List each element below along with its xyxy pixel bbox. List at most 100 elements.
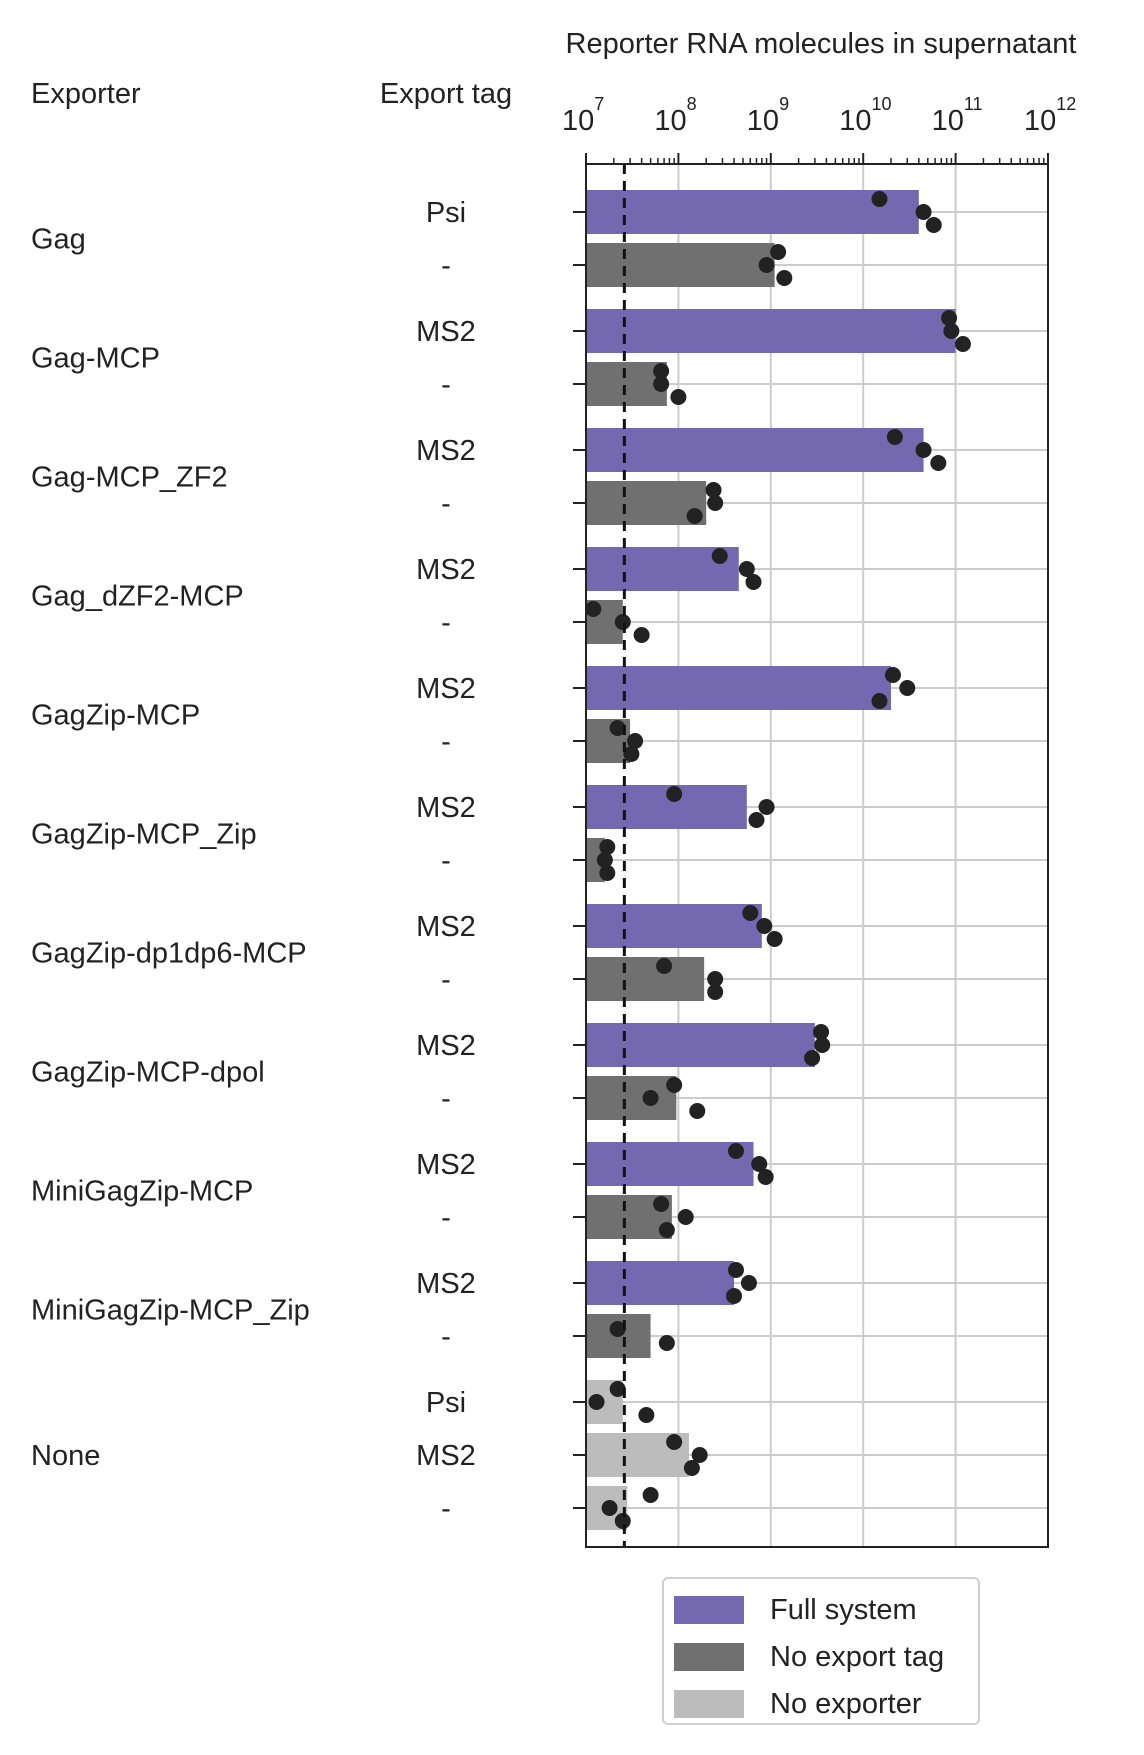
data-point	[727, 1143, 744, 1159]
exporter-label: None	[31, 1440, 100, 1472]
tag-label: -	[441, 369, 451, 401]
data-point	[758, 799, 775, 815]
data-point	[930, 455, 947, 471]
bar-gagzip-mcp-dpol-none	[586, 1076, 677, 1120]
data-point	[766, 931, 783, 947]
data-point	[609, 1381, 626, 1397]
data-point	[742, 905, 759, 921]
x-tick-label: 1012	[1024, 94, 1076, 137]
data-point	[653, 363, 670, 379]
chart-title: Reporter RNA molecules in supernatant	[566, 28, 1077, 60]
data-point	[770, 244, 787, 260]
data-point	[596, 852, 613, 868]
tag-label: -	[441, 1493, 451, 1525]
legend-item-noexp: No exporter	[674, 1684, 922, 1724]
exporter-label: Gag	[31, 224, 86, 256]
tag-column-header: Export tag	[380, 78, 512, 110]
data-point	[658, 1222, 675, 1238]
data-point	[756, 918, 773, 934]
exporter-label: MiniGagZip-MCP_Zip	[31, 1295, 310, 1327]
data-point	[627, 733, 644, 749]
exporter-label: Gag-MCP_ZF2	[31, 462, 228, 494]
data-point	[925, 217, 942, 233]
data-point	[941, 310, 958, 326]
tag-label: -	[441, 726, 451, 758]
x-tick-label: 109	[747, 94, 789, 137]
bar-minigagzip-mcp-ms2	[586, 1142, 754, 1186]
data-point	[691, 1447, 708, 1463]
data-point	[656, 958, 673, 974]
data-point	[599, 839, 616, 855]
exporter-label: GagZip-MCP-dpol	[31, 1057, 265, 1089]
bar-gagzip-dp1dp6-mcp-none	[586, 957, 705, 1001]
bar-gagzip-mcp-dpol-ms2	[586, 1023, 815, 1067]
exporter-label: GagZip-MCP_Zip	[31, 819, 257, 851]
data-point	[601, 1500, 618, 1516]
data-point	[776, 270, 793, 286]
data-point	[633, 627, 650, 643]
plot-frame	[585, 163, 1049, 1548]
data-point	[666, 786, 683, 802]
bar-gagzip-dp1dp6-mcp-ms2	[586, 904, 762, 948]
data-point	[642, 1090, 659, 1106]
data-point	[871, 191, 888, 207]
data-point	[614, 614, 631, 630]
exporter-label: GagZip-dp1dp6-MCP	[31, 938, 307, 970]
tag-label: MS2	[416, 554, 476, 586]
legend-swatch-notag	[674, 1643, 744, 1671]
data-point	[588, 1394, 605, 1410]
data-point	[666, 1077, 683, 1093]
data-point	[585, 601, 602, 617]
data-point	[886, 429, 903, 445]
row-labels: Psi - MS2 - MS2 - MS2 - MS2 - MS2 - MS2 - MS2 - MS2 - MS2 -…	[31, 197, 476, 1525]
data-point	[623, 746, 640, 762]
tag-label: -	[441, 607, 451, 639]
legend-swatch-noexp	[674, 1690, 744, 1718]
tag-label: MS2	[416, 1440, 476, 1472]
tag-label: Psi	[426, 197, 466, 229]
exporter-column-header: Exporter	[31, 78, 141, 110]
data-points	[585, 191, 971, 1529]
data-point	[599, 865, 616, 881]
data-point	[705, 482, 722, 498]
data-point	[689, 1103, 706, 1119]
data-point	[899, 680, 916, 696]
tag-label: -	[441, 1202, 451, 1234]
tag-label: -	[441, 250, 451, 282]
data-point	[757, 1169, 774, 1185]
data-point	[943, 323, 960, 339]
tag-label: -	[441, 964, 451, 996]
data-point	[814, 1037, 831, 1053]
data-point	[677, 1209, 694, 1225]
exporter-label: Gag_dZF2-MCP	[31, 581, 244, 613]
bar-gagzip-mcp-zip-ms2	[586, 785, 747, 829]
bar-gag-mcp-zf2-none	[586, 481, 707, 525]
data-point	[740, 1275, 757, 1291]
tag-label: MS2	[416, 316, 476, 348]
data-point	[683, 1460, 700, 1476]
data-point	[666, 1434, 683, 1450]
data-point	[915, 442, 932, 458]
data-point	[707, 984, 724, 1000]
data-point	[871, 693, 888, 709]
data-point	[658, 1335, 675, 1351]
data-point	[686, 508, 703, 524]
exporter-label: Gag-MCP	[31, 343, 160, 375]
data-point	[638, 1407, 655, 1423]
data-point	[653, 1196, 670, 1212]
data-point	[711, 548, 728, 564]
legend-item-notag: No export tag	[674, 1637, 944, 1677]
x-tick-label: 1010	[839, 94, 891, 137]
legend-label-noexp: No exporter	[770, 1687, 922, 1720]
tag-label: -	[441, 488, 451, 520]
data-point	[614, 1513, 631, 1529]
data-point	[884, 667, 901, 683]
data-point	[758, 257, 775, 273]
legend-swatch-full	[674, 1596, 744, 1624]
legend: Full system No export tag No exporter	[662, 1577, 980, 1725]
data-point	[609, 720, 626, 736]
tag-label: MS2	[416, 1030, 476, 1062]
x-tick-label: 107	[562, 94, 604, 137]
bar-minigagzip-mcp-zip-ms2	[586, 1261, 735, 1305]
